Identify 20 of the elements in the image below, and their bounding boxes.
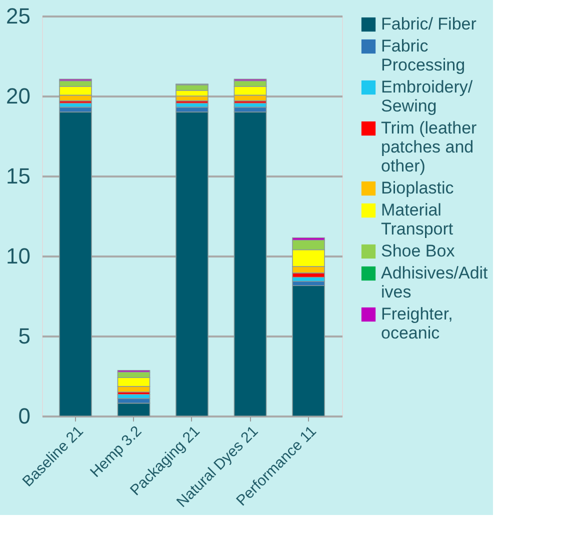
legend-label: Embroidery/ Sewing: [381, 78, 473, 116]
bar: [292, 285, 325, 416]
y-tick-label: 10: [6, 244, 30, 268]
y-tick-label: 25: [6, 4, 30, 28]
legend-label: Freighter, oceanic: [381, 304, 453, 342]
bar: [234, 112, 267, 416]
legend-label: Shoe Box: [381, 242, 456, 260]
y-tick-label: 15: [6, 164, 30, 188]
legend-label: Fabric/ Fiber: [381, 14, 477, 34]
y-tick-label: 0: [18, 404, 30, 428]
bar: [59, 112, 92, 416]
bar: [117, 402, 150, 416]
legend-label: Material Transport: [381, 200, 454, 238]
legend-label: Adhisives/Aditives: [381, 264, 488, 302]
legend-label: Fabric Processing: [381, 36, 466, 74]
legend-label: Trim (leather patches and other): [381, 118, 478, 176]
y-tick-label: 5: [18, 324, 30, 348]
bar: [176, 112, 208, 416]
legend-label: Bioplastic: [381, 178, 454, 198]
y-tick-label: 20: [6, 84, 30, 108]
